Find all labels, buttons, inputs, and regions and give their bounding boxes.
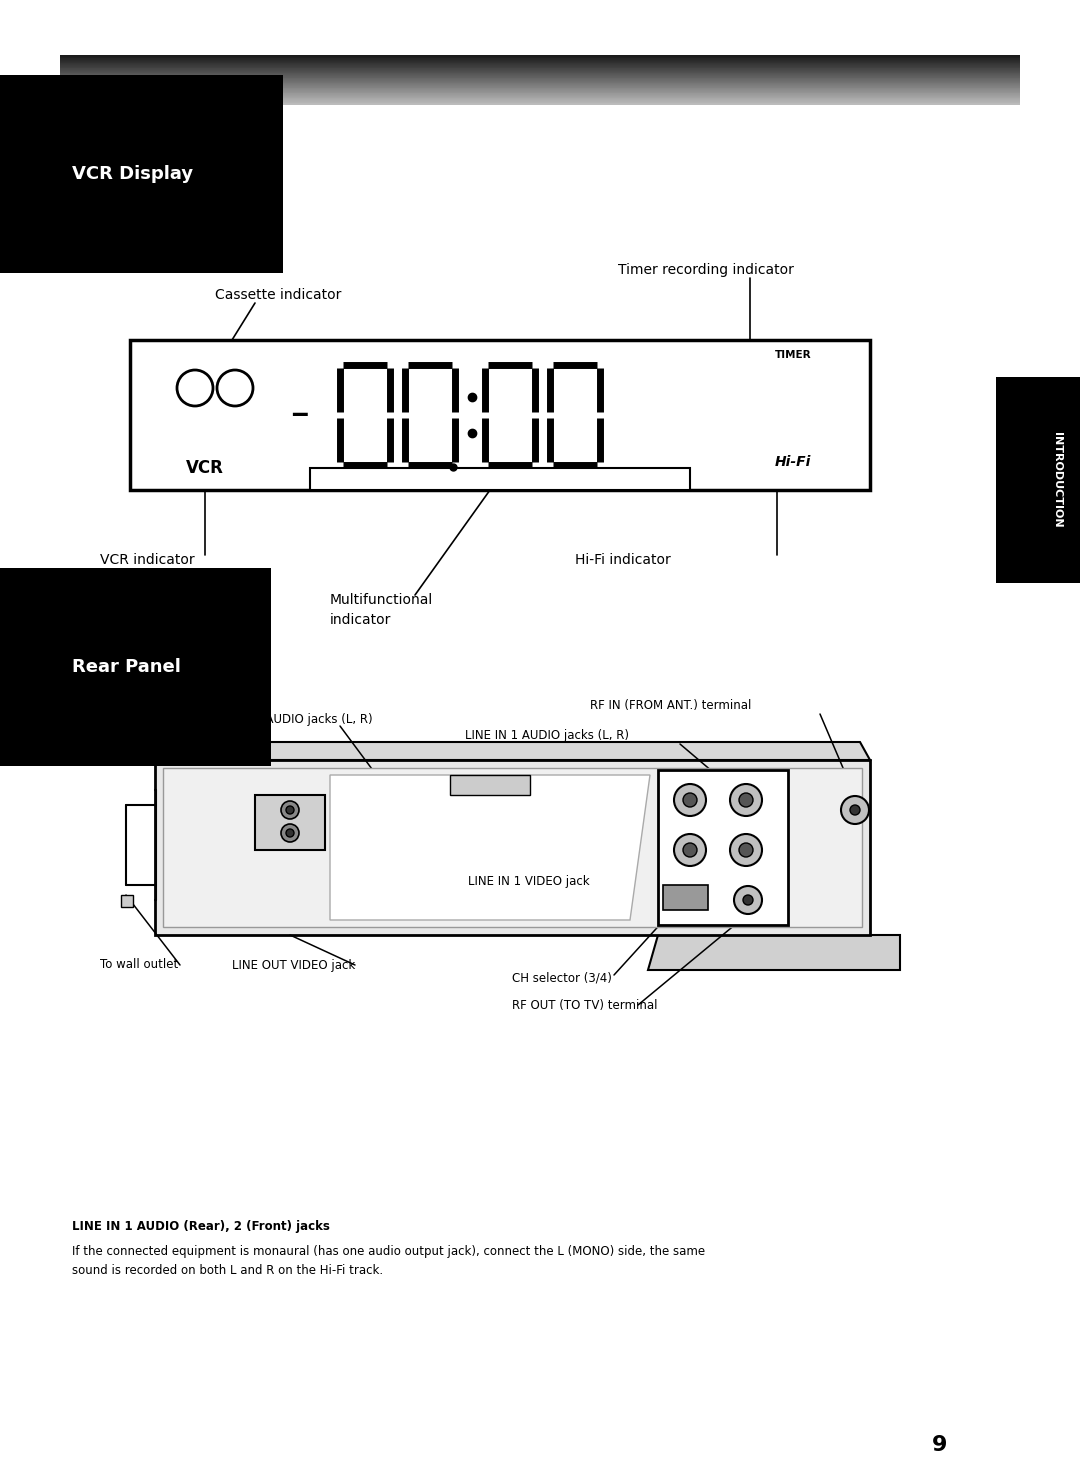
Circle shape [743, 895, 753, 905]
Circle shape [739, 793, 753, 808]
Circle shape [683, 843, 697, 856]
Bar [255, 796, 325, 850]
Text: If the connected equipment is monaural (has one audio output jack), connect the : If the connected equipment is monaural (… [72, 1245, 705, 1276]
Text: LINE IN 1 VIDEO jack: LINE IN 1 VIDEO jack [468, 876, 590, 889]
Circle shape [739, 843, 753, 856]
Polygon shape [156, 742, 870, 760]
Circle shape [730, 784, 762, 816]
Bar [450, 775, 530, 796]
Circle shape [734, 886, 762, 914]
Text: Rear Panel: Rear Panel [72, 658, 180, 676]
Text: LINE IN 1 AUDIO (Rear), 2 (Front) jacks: LINE IN 1 AUDIO (Rear), 2 (Front) jacks [72, 1220, 329, 1233]
Bar [663, 884, 708, 910]
Circle shape [286, 806, 294, 813]
Circle shape [674, 834, 706, 867]
Circle shape [841, 796, 869, 824]
Text: LINE OUT AUDIO jacks (L, R): LINE OUT AUDIO jacks (L, R) [207, 713, 373, 726]
Polygon shape [648, 935, 900, 970]
Circle shape [281, 824, 299, 842]
Text: VCR Display: VCR Display [72, 166, 193, 183]
Circle shape [683, 793, 697, 808]
Text: Cassette indicator: Cassette indicator [215, 288, 341, 302]
Text: TIMER: TIMER [775, 351, 812, 359]
Circle shape [281, 802, 299, 819]
Circle shape [674, 784, 706, 816]
Text: VCR: VCR [186, 458, 224, 478]
Bar [121, 895, 133, 907]
Text: Hi-Fi: Hi-Fi [775, 456, 811, 469]
Bar [658, 771, 788, 924]
Text: LINE IN 1 AUDIO jacks (L, R): LINE IN 1 AUDIO jacks (L, R) [465, 729, 629, 742]
Text: Hi-Fi indicator: Hi-Fi indicator [575, 553, 671, 566]
Text: INTRODUCTION: INTRODUCTION [1052, 432, 1062, 528]
Text: indicator: indicator [330, 612, 391, 627]
Bar [163, 768, 862, 927]
Text: −: − [292, 401, 309, 429]
Bar [156, 760, 870, 935]
Polygon shape [330, 775, 650, 920]
Text: To wall outlet: To wall outlet [100, 958, 178, 972]
Text: 9: 9 [932, 1435, 947, 1455]
Text: CH selector (3/4): CH selector (3/4) [512, 972, 612, 985]
Bar [130, 340, 870, 490]
Circle shape [850, 805, 860, 815]
Circle shape [286, 830, 294, 837]
Text: LINE OUT VIDEO jack: LINE OUT VIDEO jack [232, 958, 355, 972]
Text: VCR indicator: VCR indicator [100, 553, 194, 566]
Text: Multifunctional: Multifunctional [330, 593, 433, 606]
Text: RF IN (FROM ANT.) terminal: RF IN (FROM ANT.) terminal [590, 700, 752, 713]
Text: RF OUT (TO TV) terminal: RF OUT (TO TV) terminal [512, 998, 658, 1012]
Circle shape [177, 370, 213, 407]
Text: Timer recording indicator: Timer recording indicator [618, 263, 794, 277]
Circle shape [730, 834, 762, 867]
Bar [310, 467, 690, 490]
Circle shape [217, 370, 253, 407]
